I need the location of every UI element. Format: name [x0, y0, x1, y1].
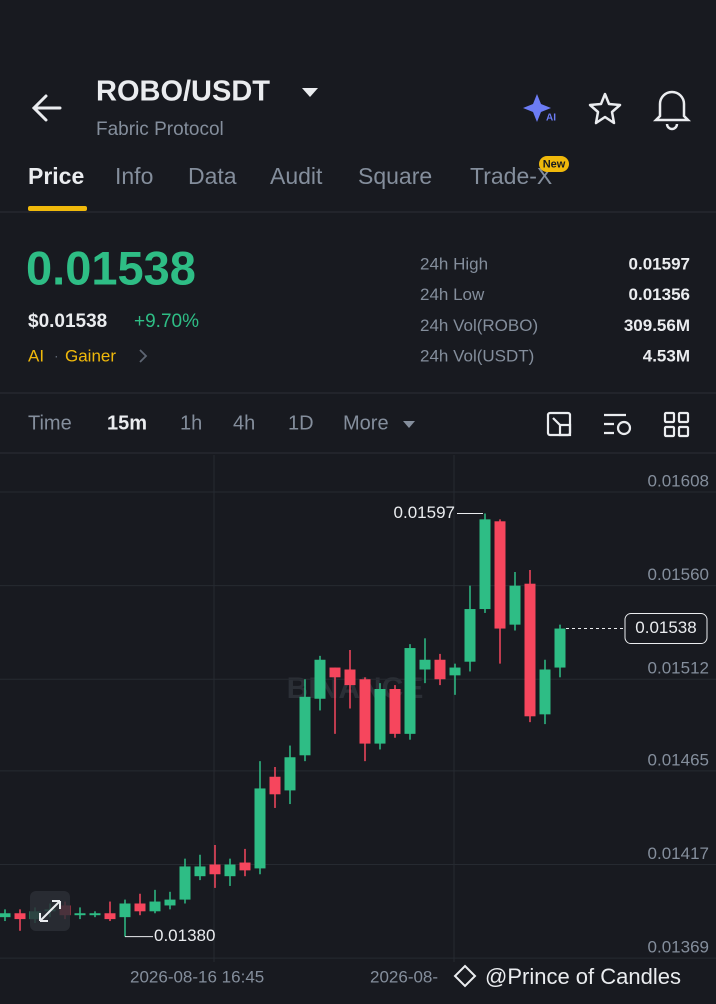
y-tick-label: 0.01417 — [648, 844, 709, 863]
stat-value: 309.56M — [624, 316, 690, 335]
ai-icon[interactable]: AI — [523, 94, 556, 124]
candle-body — [404, 648, 416, 734]
usd-price: $0.01538 — [28, 311, 107, 332]
y-tick-label: 0.01369 — [648, 938, 709, 957]
indicator-icon[interactable] — [604, 413, 632, 436]
candlestick-chart: BINANCE0.016080.015600.015120.014650.014… — [0, 455, 716, 986]
tab[interactable]: Price — [28, 163, 84, 189]
interval[interactable]: 15m — [107, 412, 147, 434]
candle-body — [239, 862, 251, 871]
y-tick-label: 0.01512 — [648, 659, 709, 678]
stat-label: 24h High — [420, 254, 488, 273]
stat-value: 0.01356 — [629, 285, 690, 304]
favorite-icon[interactable] — [588, 92, 622, 125]
candle-body — [119, 903, 131, 918]
candle-body — [314, 659, 326, 699]
y-tick-label: 0.01465 — [648, 750, 709, 769]
candle-body — [224, 864, 236, 877]
candle-body — [524, 583, 536, 717]
candle-body — [269, 776, 281, 795]
tab[interactable]: Info — [115, 163, 153, 189]
pair-subtitle: Fabric Protocol — [96, 119, 224, 140]
new-badge-bg — [539, 156, 569, 172]
candle-body — [494, 521, 506, 629]
stat-label: 24h Vol(ROBO) — [420, 316, 538, 335]
tab[interactable]: Audit — [270, 163, 323, 189]
candle-body — [179, 866, 191, 900]
tab[interactable]: Square — [358, 163, 432, 189]
credit-icon — [453, 964, 477, 988]
tag-separator: · — [54, 348, 59, 364]
candle-body — [329, 667, 341, 678]
stat-label: 24h Vol(USDT) — [420, 347, 534, 366]
candle-body — [374, 689, 386, 744]
candle-body — [0, 913, 11, 918]
stat-value: 0.01597 — [629, 254, 690, 273]
ai-icon-label: AI — [546, 113, 556, 124]
interval[interactable]: Time — [28, 412, 72, 434]
y-tick-label: 0.01560 — [648, 565, 709, 584]
candle-body — [419, 659, 431, 670]
chart-overlay: @Prince of Candles — [30, 891, 681, 989]
alert-icon[interactable] — [652, 90, 692, 131]
last-price-box — [624, 613, 708, 645]
tag[interactable]: Gainer — [65, 346, 116, 365]
candle-body — [149, 901, 161, 912]
last-price: 0.01538 — [26, 241, 196, 294]
candle-body — [359, 679, 371, 744]
y-tick-label: 0.01608 — [648, 472, 709, 491]
low-marker-label: 0.01380 — [154, 926, 215, 945]
x-tick-label: 2026-08- — [370, 967, 438, 986]
candle-body — [554, 628, 566, 668]
layout-icon[interactable] — [663, 411, 690, 438]
candle-body — [479, 519, 491, 610]
candle-body — [194, 866, 206, 877]
credit: @Prince of Candles — [485, 964, 681, 989]
candle-body — [104, 913, 116, 920]
candle-body — [539, 669, 551, 715]
pair-title[interactable]: ROBO/USDT — [96, 76, 270, 108]
last-price-label: 0.01538 — [635, 618, 696, 637]
stat-value: 4.53M — [643, 347, 690, 366]
candle-body — [434, 659, 446, 680]
candle-body — [254, 788, 266, 869]
candle-body — [134, 903, 146, 912]
candle-body — [299, 696, 311, 756]
tag-chevron — [139, 349, 148, 363]
new-badge: New — [543, 158, 566, 170]
tab[interactable]: Trade-X — [470, 163, 552, 189]
candle-body — [14, 913, 26, 920]
candle-body — [74, 913, 86, 916]
candle-body — [284, 757, 296, 791]
stat-label: 24h Low — [420, 285, 485, 304]
price-change: +9.70% — [134, 311, 199, 332]
interval[interactable]: 4h — [233, 412, 255, 434]
candle-body — [164, 899, 176, 906]
tab[interactable]: Data — [188, 163, 237, 189]
chart-type-icon[interactable] — [546, 411, 572, 437]
candle-body — [464, 609, 476, 662]
fullscreen-icon — [39, 900, 61, 922]
x-tick-label: 2026-08-16 16:45 — [130, 967, 264, 986]
candle-body — [89, 913, 101, 916]
high-marker-label: 0.01597 — [394, 503, 455, 522]
candle-body — [209, 864, 221, 875]
interval[interactable]: More — [343, 412, 389, 434]
back-button[interactable] — [31, 94, 62, 122]
candle-body — [509, 585, 521, 625]
interval[interactable]: 1h — [180, 412, 202, 434]
candle-body — [449, 667, 461, 676]
more-dropdown[interactable] — [403, 421, 415, 428]
pair-dropdown[interactable] — [302, 88, 318, 97]
candle-body — [344, 669, 356, 686]
interval[interactable]: 1D — [288, 412, 314, 434]
active-tab-underline — [28, 206, 87, 211]
tag[interactable]: AI — [28, 346, 44, 365]
candle-body — [389, 689, 401, 734]
